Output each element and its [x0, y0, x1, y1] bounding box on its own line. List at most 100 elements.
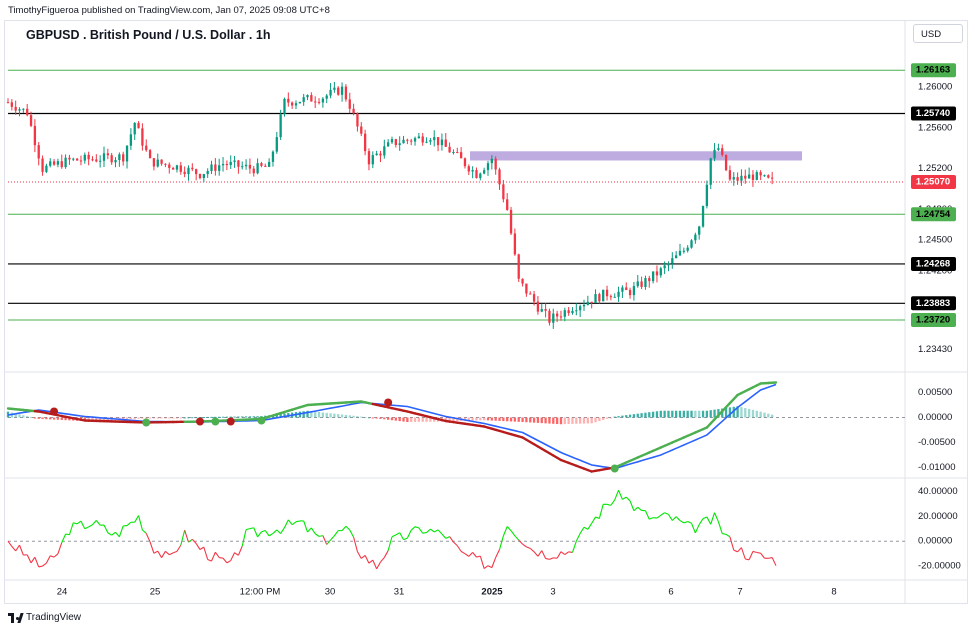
macd-histogram-bar	[648, 412, 651, 418]
candle-body	[122, 154, 125, 162]
macd-histogram-bar	[471, 417, 474, 421]
candle-body	[529, 293, 532, 295]
macd-histogram-bar	[429, 417, 432, 422]
price-tick-label: 1.24500	[918, 235, 952, 246]
macd-histogram-bar	[667, 410, 670, 418]
oscillator-line-segment	[295, 520, 300, 523]
macd-histogram-bar	[41, 417, 44, 420]
macd-histogram-bar	[394, 417, 397, 421]
candle-body	[6, 102, 10, 104]
macd-histogram-bar	[548, 417, 551, 424]
macd-histogram-bar	[344, 414, 348, 418]
candle-body	[367, 151, 371, 165]
macd-histogram-bar	[225, 416, 229, 418]
candle-body	[375, 153, 378, 156]
oscillator-line-segment	[330, 535, 335, 541]
macd-histogram-bar	[363, 417, 367, 419]
macd-histogram-bar	[532, 417, 536, 423]
candle-body	[275, 137, 278, 152]
candle-body	[110, 155, 113, 163]
candle-body	[621, 287, 624, 292]
oscillator-line-segment	[314, 533, 320, 537]
candle-body	[444, 139, 447, 147]
macd-histogram-bar	[732, 406, 735, 418]
macd-histogram-bar	[164, 417, 167, 419]
oscillator-line-segment	[372, 559, 378, 570]
oscillator-line-segment	[76, 520, 82, 525]
macd-histogram-bar	[45, 417, 48, 420]
currency-button[interactable]: USD	[913, 24, 963, 43]
candle-body	[567, 310, 570, 314]
candle-body	[625, 287, 628, 290]
macd-histogram-bar	[490, 417, 493, 421]
candle-body	[555, 313, 559, 317]
macd-histogram-bar	[724, 407, 728, 418]
oscillator-line-segment	[180, 530, 186, 546]
oscillator-line-segment	[145, 533, 151, 543]
candle-body	[463, 158, 467, 167]
oscillator-line-segment	[176, 544, 182, 552]
candle-body	[659, 268, 662, 276]
macd-histogram-bar	[475, 417, 478, 421]
macd-histogram-bar	[413, 417, 417, 422]
candle-body	[413, 138, 417, 142]
macd-histogram-bar	[744, 408, 747, 418]
oscillator-line-segment	[249, 527, 254, 530]
oscillator-line-segment	[760, 552, 765, 559]
macd-histogram-bar	[540, 417, 543, 424]
oscillator-line-segment	[326, 539, 331, 545]
candle-body	[225, 163, 229, 166]
oscillator-line-segment	[341, 525, 347, 531]
candle-body	[179, 165, 182, 172]
candle-body	[148, 150, 152, 159]
time-axis-label: 31	[394, 587, 405, 598]
macd-histogram-bar	[640, 413, 643, 418]
oscillator-line-segment	[34, 556, 40, 568]
candle-body	[10, 102, 13, 107]
macd-histogram-bar	[52, 417, 56, 420]
candle-body	[475, 170, 478, 178]
macd-histogram-bar	[252, 416, 255, 418]
candle-body	[628, 289, 632, 296]
oscillator-line-segment	[391, 534, 397, 538]
candle-body	[99, 160, 102, 162]
macd-histogram-bar	[221, 416, 225, 418]
candle-body	[72, 158, 75, 160]
oscillator-tick-label: 40.00000	[918, 486, 958, 497]
oscillator-line-segment	[134, 515, 140, 523]
oscillator-line-segment	[165, 550, 170, 556]
candle-body	[598, 294, 601, 302]
candle-body	[29, 115, 33, 126]
oscillator-line-segment	[80, 520, 86, 530]
oscillator-line-segment	[644, 510, 650, 520]
candle-body	[755, 172, 758, 180]
oscillator-line-segment	[410, 526, 416, 531]
oscillator-line-segment	[353, 536, 358, 552]
oscillator-line-segment	[73, 522, 78, 525]
candle-body	[325, 95, 328, 99]
macd-histogram-bar	[218, 416, 221, 418]
macd-histogram-bar	[582, 417, 586, 424]
oscillator-line-segment	[568, 551, 573, 553]
macd-histogram-bar	[360, 416, 363, 418]
candle-body	[698, 226, 701, 235]
candle-body	[632, 286, 636, 296]
candle-body	[244, 164, 248, 167]
oscillator-line-segment	[506, 526, 512, 532]
candle-body	[241, 166, 244, 168]
candle-body	[106, 153, 109, 156]
candle-body	[264, 165, 267, 167]
macd-histogram-bar	[755, 410, 758, 418]
macd-histogram-bar	[56, 417, 60, 420]
oscillator-line-segment	[15, 544, 20, 552]
candle-body	[371, 155, 374, 165]
oscillator-line-segment	[433, 529, 439, 533]
candle-body	[713, 149, 716, 159]
price-tick-label: 1.26000	[918, 81, 952, 92]
candle-body	[91, 159, 94, 161]
oscillator-line-segment	[333, 530, 339, 537]
candle-body	[152, 158, 156, 167]
macd-histogram-bar	[417, 417, 421, 422]
macd-histogram-bar	[736, 406, 739, 418]
